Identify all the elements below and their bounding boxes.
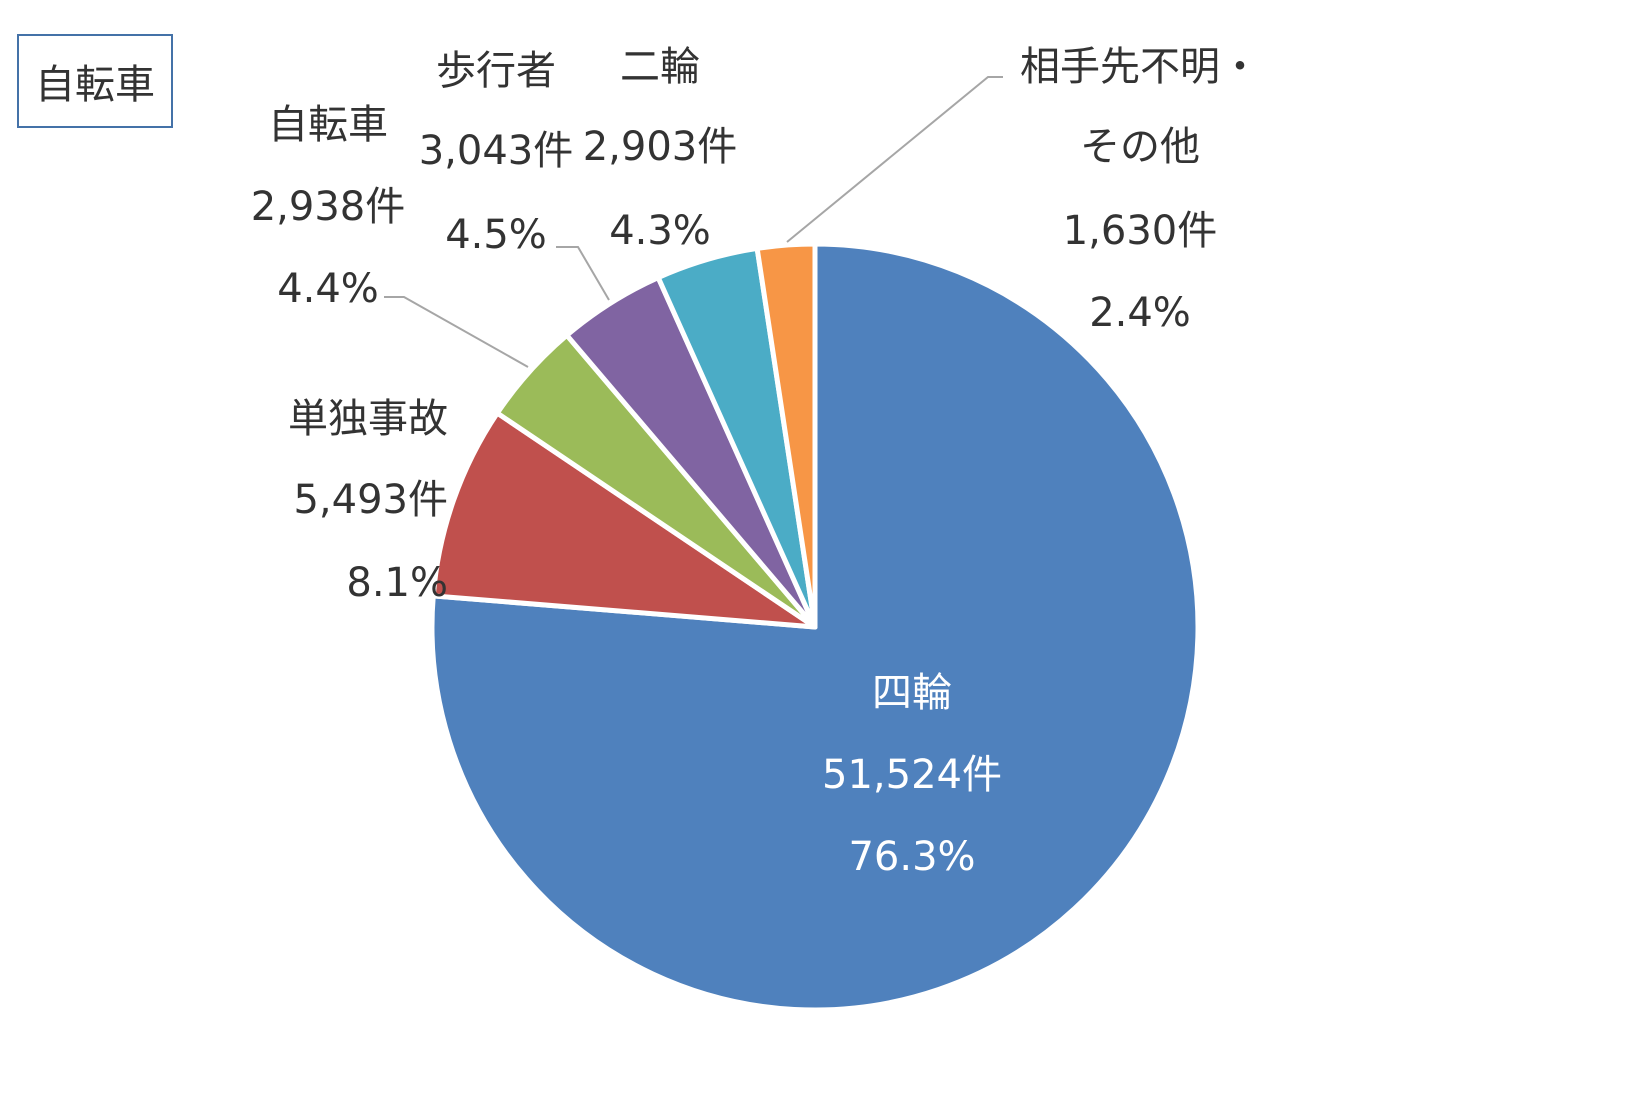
slice-label-3-count: 2,938件 [251,184,406,230]
slice-label-4-percent: 4.5% [445,212,547,258]
slice-label-5-count: 2,903件 [583,124,738,170]
slice-label-3-percent: 4.4% [277,266,379,312]
slice-label-3-name: 自転車 [268,102,388,148]
slice-label-1-count: 51,524件 [822,752,1002,798]
leader-line-3 [786,76,1003,243]
slice-label-4-name: 歩行者 [436,48,556,94]
slice-label-1-percent: 76.3% [848,834,975,880]
slice-label-2-name: 単独事故 [288,396,448,442]
leader-line-2 [556,246,610,301]
chart-title-box: 自転車 [17,34,173,128]
slice-labels: 四輪 51,524件 76.3% 単独事故 5,493件 8.1% 自転車 2,938件 4.4… [251,44,1260,880]
slice-label-2-percent: 8.1% [346,560,448,606]
slice-label-6-name: 相手先不明・ [1020,44,1260,90]
chart-title: 自転車 [35,62,155,108]
slice-label-6-percent: 2.4% [1089,290,1191,336]
pie-slice-6 [754,241,818,630]
leader-lines [384,76,1003,368]
leader-line-1 [384,296,529,368]
slice-label-5-percent: 4.3% [609,208,711,254]
pie-slice-2 [430,410,818,630]
slice-label-2-count: 5,493件 [293,477,448,523]
slice-label-4-count: 3,043件 [419,128,574,174]
slice-label-1-name: 四輪 [872,670,952,716]
pie-slices [429,241,1201,1013]
slice-label-5-name: 二輪 [620,44,700,90]
slice-label-6-count: 1,630件 [1063,208,1218,254]
slice-label-6-name2: その他 [1080,124,1200,170]
